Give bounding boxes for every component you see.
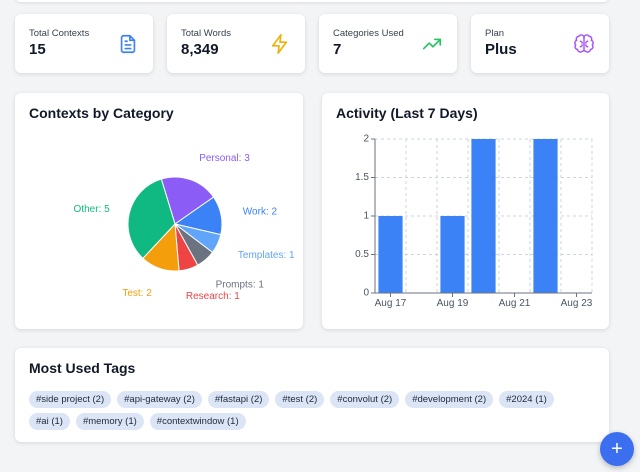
- stat-card-total-contexts: Total Contexts 15: [15, 14, 153, 73]
- tag-chip[interactable]: #contextwindow (1): [149, 413, 246, 430]
- x-tick-label: Aug 17: [375, 298, 407, 309]
- pie-label: Prompts: 1: [216, 280, 265, 291]
- y-tick-label: 2: [363, 134, 369, 145]
- stat-label: Plan: [485, 28, 505, 39]
- tags-card: Most Used Tags #side project (2) #api-gat…: [15, 348, 609, 442]
- stat-value: 8,349: [181, 41, 219, 58]
- activity-chart-title: Activity (Last 7 Days): [336, 105, 478, 121]
- category-chart-title: Contexts by Category: [29, 105, 174, 121]
- bar-aug-22: [533, 139, 558, 293]
- bar-aug-19: [440, 216, 465, 293]
- brain-icon: [574, 34, 594, 53]
- pie-slice-personal: [160, 176, 215, 225]
- pie-slice-other: [127, 178, 176, 260]
- tag-chip[interactable]: #convolut (2): [330, 391, 400, 408]
- stat-card-plan: Plan Plus: [471, 14, 609, 73]
- stat-value: 7: [333, 41, 342, 58]
- lightning-icon: [271, 34, 288, 54]
- category-chart-card: Contexts by Category Personal: 3 Work: 2 T…: [15, 93, 303, 329]
- stat-value: Plus: [485, 41, 517, 58]
- y-tick-label: 0: [363, 288, 369, 299]
- category-pie-chart: Personal: 3 Work: 2 Templates: 1 Prompts: 1…: [74, 153, 295, 302]
- activity-chart-card: Activity (Last 7 Days) 0 0.5 1 1.5 2 Aug 17 Au…: [322, 93, 609, 329]
- y-tick-label: 0.5: [355, 249, 369, 260]
- add-context-button[interactable]: +: [600, 432, 634, 466]
- pie-label: Work: 2: [243, 206, 278, 217]
- pie-label: Test: 2: [122, 288, 152, 299]
- bar-aug-20: [471, 139, 496, 293]
- pie-label: Personal: 3: [199, 153, 250, 164]
- tag-chip[interactable]: #2024 (1): [499, 391, 554, 408]
- stat-label: Total Words: [181, 28, 231, 39]
- pie-label: Other: 5: [74, 204, 111, 215]
- document-icon: [120, 34, 136, 54]
- stat-card-total-words: Total Words 8,349: [167, 14, 305, 73]
- x-tick-label: Aug 19: [437, 298, 469, 309]
- tag-chip[interactable]: #test (2): [275, 391, 325, 408]
- stat-label: Categories Used: [333, 28, 404, 39]
- pie-label: Research: 1: [186, 291, 240, 302]
- tag-chip[interactable]: #ai (1): [29, 413, 70, 430]
- tag-chip[interactable]: #fastapi (2): [207, 391, 270, 408]
- tag-chip[interactable]: #memory (1): [75, 413, 144, 430]
- stat-value: 15: [29, 41, 46, 58]
- tag-chip[interactable]: #side project (2): [29, 391, 112, 408]
- y-tick-label: 1.5: [355, 172, 369, 183]
- y-tick-label: 1: [363, 211, 369, 222]
- stat-card-categories-used: Categories Used 7: [319, 14, 457, 73]
- tag-list: #side project (2) #api-gateway (2) #fastap…: [29, 391, 599, 430]
- bar-aug-17: [378, 216, 403, 293]
- activity-bar-chart: 0 0.5 1 1.5 2 Aug 17 Aug 19 Aug 21 Aug 23: [355, 134, 593, 309]
- tag-chip[interactable]: #development (2): [405, 391, 494, 408]
- x-tick-label: Aug 23: [561, 298, 593, 309]
- tags-title: Most Used Tags: [29, 360, 136, 376]
- pie-label: Templates: 1: [238, 250, 295, 261]
- tag-chip[interactable]: #api-gateway (2): [117, 391, 202, 408]
- stat-label: Total Contexts: [29, 28, 90, 39]
- trending-up-icon: [422, 38, 442, 50]
- x-tick-label: Aug 21: [499, 298, 531, 309]
- previous-section-card: [15, 0, 609, 2]
